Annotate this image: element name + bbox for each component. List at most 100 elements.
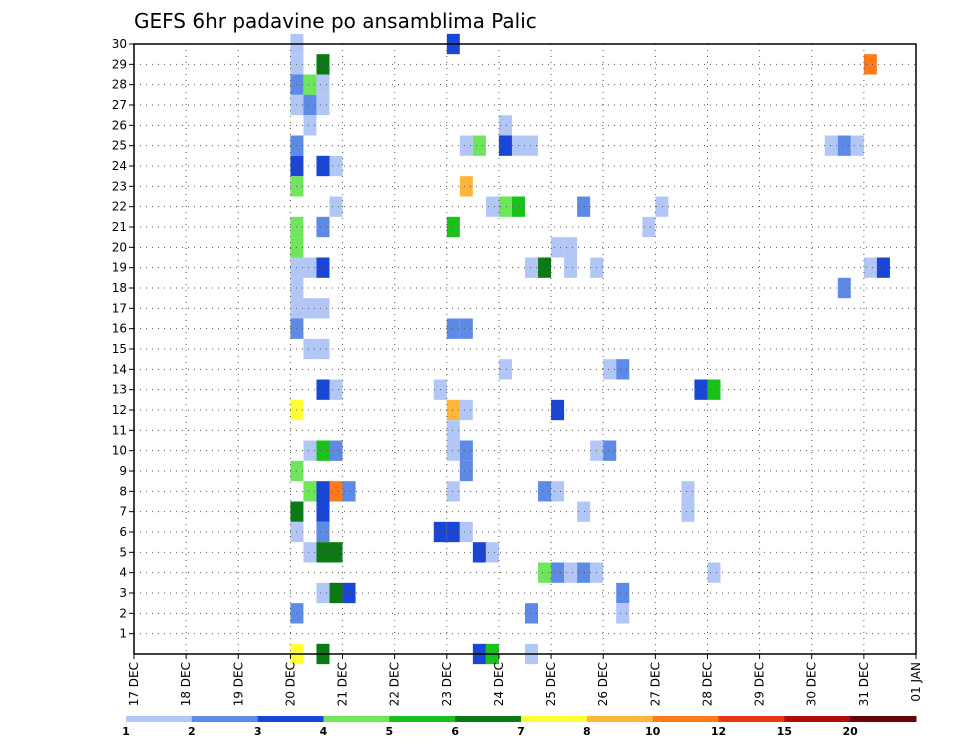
y-tick-label: 17 bbox=[112, 301, 127, 315]
x-tick-label: 25 DEC bbox=[544, 662, 558, 706]
heatmap-cell bbox=[603, 359, 617, 380]
heatmap-cell bbox=[616, 603, 630, 624]
colorbar-swatch bbox=[652, 716, 719, 722]
heatmap-cell bbox=[316, 379, 330, 400]
colorbar-label: 12 bbox=[711, 725, 726, 738]
y-tick-label: 11 bbox=[112, 423, 127, 437]
heatmap-cell bbox=[577, 501, 591, 522]
x-tick-label: 17 DEC bbox=[127, 662, 141, 706]
colorbar-label: 3 bbox=[254, 725, 262, 738]
heatmap-cell bbox=[459, 440, 473, 461]
y-tick-label: 7 bbox=[119, 505, 127, 519]
grid-lines bbox=[134, 43, 916, 654]
heatmap-cell bbox=[459, 135, 473, 156]
colorbar-swatch bbox=[126, 716, 193, 722]
heatmap-cell bbox=[525, 603, 539, 624]
heatmap-cell bbox=[551, 237, 565, 258]
heatmap-cell bbox=[342, 481, 356, 502]
heatmap-cell bbox=[329, 481, 343, 502]
colorbar-swatch bbox=[323, 716, 390, 722]
y-tick-label: 19 bbox=[112, 261, 127, 275]
x-tick-label: 23 DEC bbox=[440, 662, 454, 706]
heatmap-cell bbox=[329, 196, 343, 217]
heatmap-cell bbox=[316, 257, 330, 278]
heatmap-cell bbox=[525, 135, 539, 156]
x-tick-label: 01 JAN bbox=[909, 662, 923, 702]
heatmap-cell bbox=[472, 542, 486, 563]
heatmap-cell bbox=[329, 379, 343, 400]
y-tick-label: 3 bbox=[119, 586, 127, 600]
y-tick-label: 14 bbox=[112, 362, 127, 376]
heatmap-cell bbox=[850, 135, 864, 156]
y-tick-label: 10 bbox=[112, 444, 127, 458]
y-tick-label: 24 bbox=[112, 159, 127, 173]
heatmap-cell bbox=[316, 298, 330, 319]
y-tick-label: 28 bbox=[112, 78, 127, 92]
y-tick-label: 18 bbox=[112, 281, 127, 295]
colorbar-swatch bbox=[586, 716, 654, 722]
heatmap-cell bbox=[837, 277, 851, 299]
x-tick-label: 28 DEC bbox=[701, 662, 715, 706]
heatmap-cell bbox=[303, 338, 317, 360]
heatmap-cell bbox=[551, 562, 565, 583]
y-tick-label: 25 bbox=[112, 139, 127, 153]
heatmap-cell bbox=[446, 440, 460, 461]
colorbar-swatch bbox=[191, 716, 259, 722]
x-axis: 17 DEC 18 DEC 19 DEC 20 DEC 21 DEC 22 DEC 23 D… bbox=[127, 654, 923, 706]
heatmap-cell bbox=[459, 521, 473, 543]
x-tick-label: 26 DEC bbox=[596, 662, 610, 706]
heatmap-cell bbox=[485, 196, 499, 217]
heatmap-cell bbox=[316, 338, 330, 360]
x-tick-label: 20 DEC bbox=[283, 662, 297, 706]
heatmap-cell bbox=[564, 237, 578, 258]
heatmap-cell bbox=[446, 216, 460, 238]
y-tick-label: 16 bbox=[112, 322, 127, 336]
heatmap-cell bbox=[316, 501, 330, 522]
heatmap-cell bbox=[316, 440, 330, 461]
heatmap-cell bbox=[446, 481, 460, 502]
heatmap-cell bbox=[538, 257, 552, 278]
heatmap-cell bbox=[303, 298, 317, 319]
heatmap-cell bbox=[329, 440, 343, 461]
colorbar-swatch bbox=[718, 716, 785, 722]
colorbar: 1 2 3 4 5 6 7 8 10 12 15 20 bbox=[122, 716, 917, 738]
x-tick-label: 24 DEC bbox=[492, 662, 506, 706]
heatmap-cell bbox=[316, 521, 330, 543]
colorbar-swatch bbox=[257, 716, 324, 722]
colorbar-label: 2 bbox=[188, 725, 196, 738]
colorbar-label: 5 bbox=[386, 725, 394, 738]
heatmap-cell bbox=[446, 318, 460, 339]
colorbar-label: 15 bbox=[777, 725, 792, 738]
heatmap-cell bbox=[446, 521, 460, 543]
colorbar-label: 4 bbox=[320, 725, 328, 738]
x-tick-label: 27 DEC bbox=[648, 662, 662, 706]
heatmap-cell bbox=[824, 135, 838, 156]
y-tick-label: 4 bbox=[119, 566, 127, 580]
heatmap-cell bbox=[316, 481, 330, 502]
heatmap-cell bbox=[498, 115, 512, 136]
heatmap-cell bbox=[525, 257, 539, 278]
heatmap-cell bbox=[316, 54, 330, 75]
colorbar-swatch bbox=[455, 716, 522, 722]
x-tick-label: 22 DEC bbox=[388, 662, 402, 706]
heatmap-cell bbox=[577, 196, 591, 217]
heatmap-cell bbox=[342, 582, 356, 604]
heatmap-cell bbox=[329, 582, 343, 604]
heatmap-cell bbox=[303, 542, 317, 563]
heatmap-cell bbox=[707, 562, 721, 583]
heatmap-cell bbox=[316, 155, 330, 177]
colorbar-swatch bbox=[389, 716, 456, 722]
heatmap-cell bbox=[303, 115, 317, 136]
heatmap-cell bbox=[316, 582, 330, 604]
colorbar-label: 20 bbox=[843, 725, 859, 738]
y-tick-label: 9 bbox=[119, 464, 127, 478]
x-tick-label: 19 DEC bbox=[231, 662, 245, 706]
y-tick-label: 26 bbox=[112, 118, 127, 132]
heatmap-cell bbox=[316, 542, 330, 563]
heatmap-cell bbox=[459, 460, 473, 482]
heatmap-cell bbox=[459, 318, 473, 339]
heatmap-cell bbox=[472, 135, 486, 156]
x-tick-label: 31 DEC bbox=[857, 662, 871, 706]
heatmap-cell bbox=[446, 399, 460, 421]
